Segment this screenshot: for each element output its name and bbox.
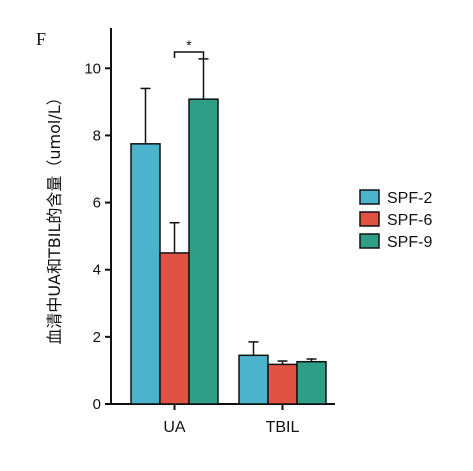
legend-label: SPF-2 (387, 190, 432, 207)
panel-label: F (36, 29, 46, 49)
bars: * (130, 37, 327, 405)
legend-swatch (359, 233, 380, 249)
x-tick-label: TBIL (266, 419, 300, 436)
x-tick-label: UA (163, 419, 186, 436)
bar (296, 360, 327, 405)
significance-bracket (173, 51, 205, 58)
significance-label: * (186, 37, 192, 53)
legend-label: SPF-6 (387, 212, 432, 229)
y-tick-label: 8 (93, 127, 101, 144)
y-axis-label: 血清中UA和TBIL的含量（umol/L） (45, 89, 64, 344)
legend-swatch (359, 189, 380, 205)
bar (188, 98, 219, 405)
bar (238, 354, 269, 405)
legend-label: SPF-9 (387, 234, 432, 251)
y-tick-label: 10 (84, 60, 101, 77)
legend-swatch (359, 211, 380, 227)
y-tick-label: 2 (93, 329, 101, 346)
bar (159, 252, 190, 405)
y-tick-label: 4 (93, 262, 101, 279)
y-tick-label: 0 (93, 396, 101, 413)
legend: SPF-2 SPF-6 SPF-9 (359, 189, 432, 251)
y-tick-label: 6 (93, 195, 101, 212)
bar (130, 143, 161, 405)
bar (267, 363, 298, 405)
